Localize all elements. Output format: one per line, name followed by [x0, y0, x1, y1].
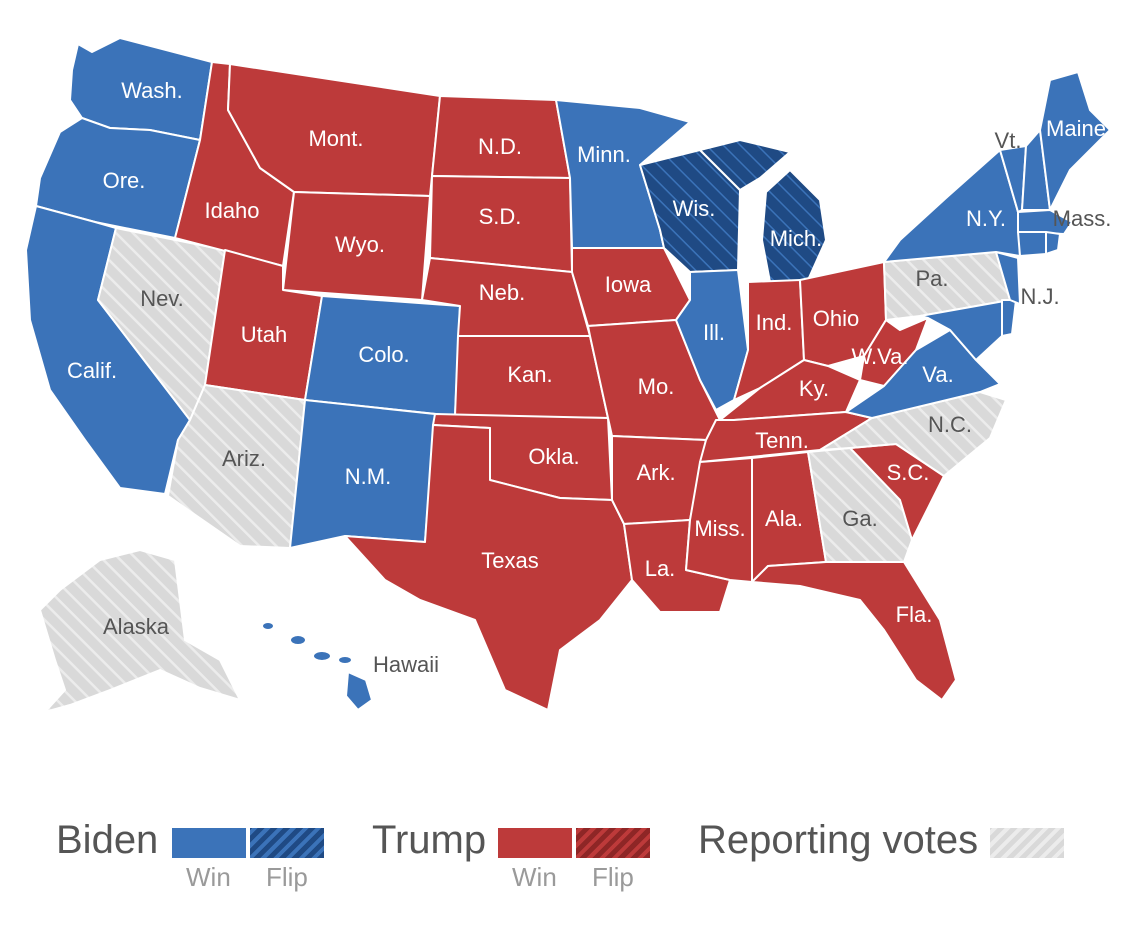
state-label-indiana: Ind.	[756, 310, 793, 335]
state-label-pennsylvania: Pa.	[915, 266, 948, 291]
state-label-vermont: Vt.	[995, 128, 1022, 153]
state-label-oklahoma: Okla.	[528, 444, 579, 469]
state-label-montana: Mont.	[308, 126, 363, 151]
state-label-new-jersey: N.J.	[1020, 284, 1059, 309]
us-election-map: Wash. Ore. Calif. Nev. Idaho Mont. Wyo. Utah Ari…	[25, 37, 1111, 713]
legend-reporting-swatch	[990, 828, 1064, 858]
state-connecticut[interactable]	[1017, 231, 1047, 257]
state-label-alaska: Alaska	[103, 614, 170, 639]
legend: Biden Win Flip Trump Win Flip Reporting …	[0, 812, 1125, 912]
state-label-north-carolina: N.C.	[928, 412, 972, 437]
state-label-kansas: Kan.	[507, 362, 552, 387]
state-label-oregon: Ore.	[103, 168, 146, 193]
state-label-utah: Utah	[241, 322, 287, 347]
state-label-tennessee: Tenn.	[755, 428, 809, 453]
state-label-illinois: Ill.	[703, 320, 725, 345]
state-label-minnesota: Minn.	[577, 142, 631, 167]
state-label-arkansas: Ark.	[636, 460, 675, 485]
state-new_jersey[interactable]	[995, 251, 1021, 305]
state-label-new-york: N.Y.	[966, 206, 1006, 231]
state-label-kentucky: Ky.	[799, 376, 829, 401]
state-label-maine: Maine	[1046, 116, 1106, 141]
state-texas[interactable]	[344, 424, 633, 711]
legend-trump-win-swatch	[498, 828, 572, 858]
state-label-south-carolina: S.C.	[887, 460, 930, 485]
state-label-nevada: Nev.	[140, 286, 184, 311]
state-label-new-mexico: N.M.	[345, 464, 391, 489]
state-west_virginia[interactable]	[859, 317, 929, 387]
legend-trump-win-label: Win	[512, 862, 557, 892]
state-label-georgia: Ga.	[842, 506, 877, 531]
state-oregon[interactable]	[35, 117, 201, 239]
state-label-colorado: Colo.	[358, 342, 409, 367]
legend-trump-flip-label: Flip	[592, 862, 634, 892]
state-labels: Wash. Ore. Calif. Nev. Idaho Mont. Wyo. Utah Ari…	[67, 78, 1111, 677]
map-svg: Wash. Ore. Calif. Nev. Idaho Mont. Wyo. Utah Ari…	[25, 37, 1111, 713]
state-label-michigan: Mich.	[770, 226, 823, 251]
state-maine[interactable]	[1039, 71, 1111, 211]
state-hawaii[interactable]	[261, 621, 373, 711]
state-label-north-dakota: N.D.	[478, 134, 522, 159]
state-label-wisconsin: Wis.	[673, 196, 716, 221]
state-label-wyoming: Wyo.	[335, 232, 385, 257]
legend-biden-flip-label: Flip	[266, 862, 308, 892]
legend-reporting-title: Reporting votes	[698, 818, 979, 862]
legend-biden-win-swatch	[172, 828, 246, 858]
state-delaware[interactable]	[1001, 299, 1017, 337]
legend-biden-title: Biden	[56, 818, 159, 862]
state-michigan[interactable]	[699, 139, 827, 283]
legend-biden-flip-swatch	[250, 828, 324, 858]
legend-trump-title: Trump	[372, 818, 487, 862]
state-alaska[interactable]	[39, 549, 241, 713]
state-label-nebraska: Neb.	[479, 280, 525, 305]
state-label-virginia: Va.	[922, 362, 953, 387]
state-label-west-virginia: W.Va.	[851, 344, 908, 369]
state-label-south-dakota: S.D.	[479, 204, 522, 229]
state-label-iowa: Iowa	[605, 272, 652, 297]
state-label-mississippi: Miss.	[694, 516, 745, 541]
legend-biden-win-label: Win	[186, 862, 231, 892]
state-label-arizona: Ariz.	[222, 446, 266, 471]
state-label-hawaii: Hawaii	[373, 652, 439, 677]
state-label-ohio: Ohio	[813, 306, 859, 331]
state-label-louisiana: La.	[645, 556, 676, 581]
state-north_carolina[interactable]	[819, 391, 1007, 477]
state-label-washington: Wash.	[121, 78, 183, 103]
state-illinois[interactable]	[675, 269, 749, 411]
state-massachusetts[interactable]	[1017, 209, 1073, 235]
state-label-texas: Texas	[481, 548, 538, 573]
state-florida[interactable]	[751, 561, 957, 701]
state-label-idaho: Idaho	[204, 198, 259, 223]
state-label-alabama: Ala.	[765, 506, 803, 531]
state-label-massachusetts: Mass.	[1053, 206, 1112, 231]
state-label-california: Calif.	[67, 358, 117, 383]
state-label-missouri: Mo.	[638, 374, 675, 399]
state-rhode_island[interactable]	[1045, 231, 1061, 255]
state-label-florida: Fla.	[896, 602, 933, 627]
legend-trump-flip-swatch	[576, 828, 650, 858]
